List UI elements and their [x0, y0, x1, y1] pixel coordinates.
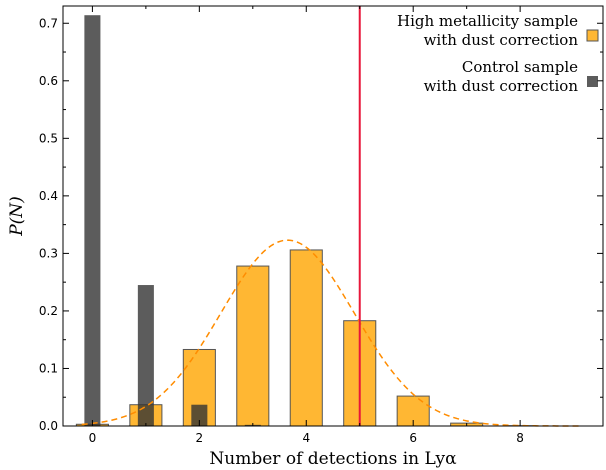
legend-label: with dust correction: [424, 31, 579, 49]
legend-label: with dust correction: [424, 77, 579, 95]
control-bar: [191, 404, 208, 426]
y-tick-label: 0.7: [39, 16, 58, 30]
x-tick-label: 8: [516, 431, 524, 445]
y-axis-label: P(N): [7, 196, 27, 237]
x-tick-label: 6: [409, 431, 417, 445]
axes-border: [62, 5, 604, 427]
legend-swatch: [587, 76, 598, 87]
y-tick-label: 0.5: [39, 131, 58, 145]
control-bar: [137, 285, 154, 426]
y-tick-label: 0.4: [39, 189, 58, 203]
x-tick-label: 2: [196, 431, 204, 445]
x-tick-label: 4: [302, 431, 310, 445]
y-tick-label: 0.2: [39, 304, 58, 318]
axes-frame: [62, 5, 604, 427]
legend-swatch: [586, 29, 599, 42]
x-axis-ticks: 0 2 4 6 8: [89, 6, 524, 445]
x-tick-label: 0: [89, 431, 97, 445]
y-tick-label: 0.3: [39, 246, 58, 260]
control-bar: [84, 15, 101, 427]
high-metallicity-bar: [289, 249, 323, 427]
y-tick-label: 0.0: [39, 419, 58, 433]
legend-label: High metallicity sample: [397, 12, 578, 30]
gaussian-fit-curve: [81, 239, 579, 427]
legend-label: Control sample: [462, 58, 578, 76]
y-tick-label: 0.1: [39, 361, 58, 375]
y-axis-ticks: 0.0 0.1 0.2 0.3 0.4 0.5 0.6 0.7: [39, 16, 603, 433]
high-metallicity-bar: [236, 265, 270, 427]
y-tick-label: 0.6: [39, 74, 58, 88]
x-axis-label: Number of detections in Lyα: [209, 449, 457, 469]
